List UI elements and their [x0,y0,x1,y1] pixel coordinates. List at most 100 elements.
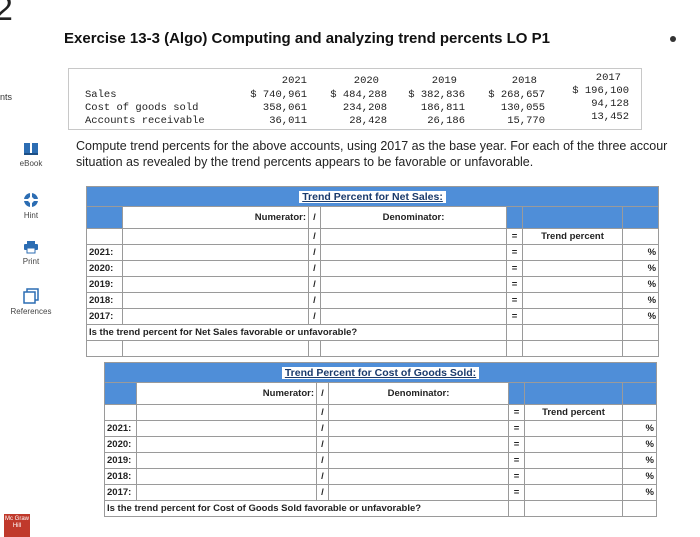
slash: / [316,436,329,453]
hint-icon [24,193,38,207]
trend-percent-input[interactable] [524,452,623,469]
numerator-input[interactable] [122,292,309,309]
account-value: 130,055 [500,102,545,114]
trend-percent-input[interactable] [524,468,623,485]
year-header: 2020 [353,75,379,87]
percent-sign: % [621,244,660,261]
equals-sign: = [508,452,525,469]
slash: / [308,308,321,325]
slash: / [316,404,329,421]
account-value: $ 268,657 [488,89,545,101]
exercise-title: Exercise 13-3 (Algo) Computing and analy… [64,30,550,47]
denominator-header: Denominator: [320,206,507,229]
denominator-input[interactable] [320,276,507,293]
equals-sign: = [506,260,523,277]
favorability-question: Is the trend percent for Net Sales favor… [86,324,507,341]
equals-sign: = [508,484,525,501]
denominator-input[interactable] [320,260,507,277]
trend-percent-input[interactable] [522,260,623,277]
year-row-label: 2018: [104,468,137,485]
year-header: 2019 [431,75,457,87]
numerator-input[interactable] [122,244,309,261]
trend-percent-header: Trend percent [524,404,623,421]
denominator-input[interactable] [328,484,509,501]
more-dot[interactable] [670,36,676,42]
equals-sign: = [506,292,523,309]
denominator-input[interactable] [320,244,507,261]
percent-sign: % [621,276,660,293]
denominator-input[interactable] [320,308,507,325]
percent-sign: % [622,436,657,453]
slash: / [316,452,329,469]
slash-header: / [316,382,329,405]
trend-percent-input[interactable] [524,436,623,453]
denominator-input[interactable] [328,468,509,485]
numerator-input[interactable] [136,420,317,437]
slash: / [316,484,329,501]
numerator-input[interactable] [136,468,317,485]
account-value: 186,811 [420,102,465,114]
numerator-input[interactable] [136,452,317,469]
nav-partial-label: nts [0,92,13,102]
numerator-header: Numerator: [122,206,309,229]
sidebar-item-hint[interactable]: Hint [6,192,56,220]
account-value: $ 740,961 [250,89,307,101]
sidebar-item-print[interactable]: Print [6,240,56,266]
year-row-label: 2020: [86,260,123,277]
equals-sign: = [508,436,525,453]
sidebar-label: Hint [23,211,39,220]
year-header: 2021 [281,75,307,87]
numerator-input[interactable] [122,308,309,325]
sidebar-item-ebook[interactable]: eBook [6,142,56,168]
numerator-input[interactable] [122,276,309,293]
year-header: 2018 [511,75,537,87]
slash: / [308,292,321,309]
equals-sign: = [506,276,523,293]
trend-percent-header: Trend percent [522,228,623,245]
trend-percent-input[interactable] [522,244,623,261]
slash: / [308,244,321,261]
spacer-cell [136,404,317,421]
year-row-label: 2018: [86,292,123,309]
equals-sign: = [506,244,523,261]
favorability-select[interactable] [122,340,309,357]
account-value: 94,128 [591,98,629,110]
publisher-logo: Mc Graw Hill [4,514,30,537]
denominator-input[interactable] [328,436,509,453]
trend-table-cogs: Trend Percent for Cost of Goods Sold: Nu… [104,362,657,517]
numerator-input[interactable] [122,260,309,277]
trend-percent-input[interactable] [522,292,623,309]
year-row-label: 2017: [86,308,123,325]
trend-percent-input[interactable] [524,484,623,501]
account-value: 36,011 [269,115,307,127]
sidebar-item-references[interactable]: References [6,288,56,316]
year-row-label: 2017: [104,484,137,501]
references-icon [23,288,39,304]
year-row-label: 2019: [104,452,137,469]
sidebar-label: References [10,307,52,316]
denominator-input[interactable] [328,420,509,437]
denominator-input[interactable] [320,292,507,309]
slash: / [316,420,329,437]
percent-sign: % [622,468,657,485]
trend-percent-input[interactable] [524,420,623,437]
table-caption: Trend Percent for Cost of Goods Sold: [281,366,480,379]
trend-percent-input[interactable] [522,308,623,325]
numerator-header: Numerator: [136,382,317,405]
denominator-input[interactable] [328,452,509,469]
account-value: 234,208 [342,102,387,114]
account-value: 15,770 [507,115,545,127]
trend-percent-input[interactable] [522,276,623,293]
percent-sign: % [621,260,660,277]
year-header: 2017 [595,72,621,84]
account-value: 28,428 [349,115,387,127]
year-row-label: 2021: [104,420,137,437]
question-number: 2 [0,0,13,28]
numerator-input[interactable] [136,436,317,453]
equals-sign: = [508,404,525,421]
print-icon [24,241,38,254]
instructions-text: Compute trend percents for the above acc… [76,139,668,169]
table-caption: Trend Percent for Net Sales: [299,190,446,203]
account-value: $ 382,836 [408,89,465,101]
numerator-input[interactable] [136,484,317,501]
